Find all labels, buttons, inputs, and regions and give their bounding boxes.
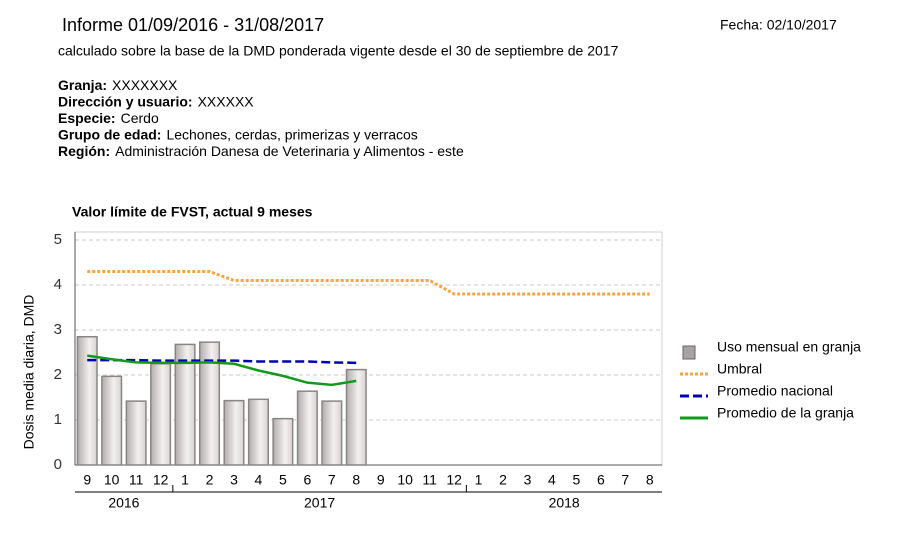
field-label: Región: <box>58 143 110 159</box>
x-tick-label: 4 <box>255 472 263 488</box>
bar <box>198 341 221 466</box>
x-group-label: 2018 <box>549 495 580 511</box>
field-value: XXXXXXX <box>112 77 178 93</box>
x-tick-label: 2 <box>499 472 507 488</box>
bar <box>101 375 123 466</box>
field: Especie: Cerdo <box>58 110 159 126</box>
line-series <box>87 270 650 296</box>
x-tick-label: 7 <box>328 472 336 488</box>
x-tick-label: 2 <box>206 472 214 488</box>
y-tick-label: 2 <box>54 366 62 383</box>
x-tick-label: 3 <box>230 472 238 488</box>
y-axis-label: Dosis media diaria, DMD <box>21 295 37 450</box>
bar <box>223 399 245 466</box>
line-series <box>87 354 357 387</box>
legend-label: Promedio de la granja <box>717 405 854 421</box>
x-tick-label: 6 <box>597 472 605 488</box>
y-tick-label: 4 <box>54 276 62 293</box>
x-tick-label: 5 <box>279 472 287 488</box>
x-tick-label: 12 <box>446 472 462 488</box>
y-tick-label: 5 <box>54 231 62 248</box>
y-tick-label: 0 <box>54 456 62 473</box>
x-tick-label: 1 <box>181 472 189 488</box>
x-tick-label: 11 <box>422 472 437 488</box>
bar <box>150 363 172 466</box>
field: Granja: XXXXXXX <box>58 77 178 93</box>
bar <box>296 390 318 466</box>
x-tick-label: 4 <box>548 472 556 488</box>
x-tick-label: 9 <box>377 472 385 488</box>
bar <box>345 368 367 466</box>
bar <box>76 336 98 466</box>
legend-label: Uso mensual en granja <box>717 339 861 355</box>
x-group-label: 2017 <box>304 495 335 511</box>
x-tick-label: 10 <box>397 472 413 488</box>
field: Dirección y usuario: XXXXXX <box>58 93 254 109</box>
x-tick-label: 12 <box>153 472 169 488</box>
x-tick-label: 10 <box>104 472 120 488</box>
x-tick-label: 3 <box>524 472 532 488</box>
chart-title: Valor límite de FVST, actual 9 meses <box>72 204 313 220</box>
x-tick-label: 11 <box>129 472 144 488</box>
x-tick-label: 7 <box>621 472 629 488</box>
field-label: Granja: <box>58 77 107 93</box>
field-label: Dirección y usuario: <box>58 93 193 109</box>
y-tick-label: 3 <box>54 321 62 338</box>
bar <box>125 400 147 466</box>
field: Grupo de edad: Lechones, cerdas, primeriz… <box>58 126 418 142</box>
bar <box>247 398 269 466</box>
field-value: Cerdo <box>121 110 159 126</box>
bar <box>174 343 196 466</box>
bar <box>272 417 294 466</box>
report-date: Fecha: 02/10/2017 <box>720 17 837 33</box>
legend-label: Umbral <box>717 361 762 377</box>
report-title: Informe 01/09/2016 - 31/08/2017 <box>62 15 324 35</box>
x-tick-label: 9 <box>83 472 91 488</box>
x-tick-label: 8 <box>352 472 360 488</box>
field-label: Especie: <box>58 110 116 126</box>
x-tick-label: 6 <box>303 472 311 488</box>
x-tick-label: 8 <box>646 472 654 488</box>
report-subtitle: calculado sobre la base de la DMD ponder… <box>58 43 619 59</box>
legend-label: Promedio nacional <box>717 383 833 399</box>
field-value: Lechones, cerdas, primerizas y verracos <box>166 126 417 142</box>
bar <box>321 400 343 466</box>
y-tick-label: 1 <box>54 411 62 428</box>
x-group-label: 2016 <box>108 495 139 511</box>
legend-swatch <box>682 345 696 360</box>
field: Región: Administración Danesa de Veterina… <box>58 143 464 159</box>
x-tick-label: 1 <box>475 472 483 488</box>
x-tick-label: 5 <box>572 472 580 488</box>
field-value: XXXXXX <box>198 93 255 109</box>
field-value: Administración Danesa de Veterinaria y A… <box>115 143 464 159</box>
line-series <box>87 358 357 365</box>
field-label: Grupo de edad: <box>58 126 161 142</box>
